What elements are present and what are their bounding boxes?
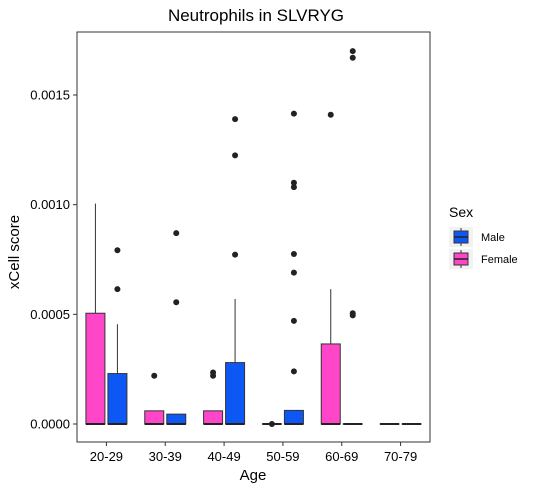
box xyxy=(85,312,106,425)
outlier-point xyxy=(268,421,275,427)
box xyxy=(283,409,304,425)
box-female-20-29 xyxy=(85,203,106,425)
x-tick-label: 70-79 xyxy=(384,449,417,464)
y-tick-label: 0.0010 xyxy=(30,197,70,212)
outlier-point xyxy=(114,247,121,254)
outlier-point xyxy=(290,110,297,117)
x-axis: 20-29 30-39 40-49 50-59 60-69 70-79 xyxy=(90,442,417,464)
outlier-point xyxy=(173,299,180,306)
outlier-point xyxy=(327,111,334,118)
box xyxy=(203,410,224,425)
x-tick-label: 60-69 xyxy=(325,449,358,464)
outlier-point xyxy=(173,230,180,237)
legend: Sex Male Female xyxy=(449,204,518,269)
outlier-point xyxy=(290,251,297,258)
y-axis-title: xCell score xyxy=(6,215,23,289)
outlier-point xyxy=(232,152,239,159)
box-female-50-59 xyxy=(261,421,282,427)
plot-panel xyxy=(76,31,431,443)
box xyxy=(225,362,246,425)
x-tick-label: 30-39 xyxy=(149,449,182,464)
y-tick-label: 0.0005 xyxy=(30,307,70,322)
legend-title: Sex xyxy=(449,204,473,220)
outlier-point xyxy=(349,48,356,55)
box-female-30-39 xyxy=(144,372,165,425)
box-male-30-39 xyxy=(166,230,187,425)
box xyxy=(107,373,128,425)
outlier-point xyxy=(232,251,239,258)
outlier-point xyxy=(349,312,356,319)
legend-label: Male xyxy=(481,232,505,244)
outlier-point xyxy=(290,269,297,276)
box-male-60-69 xyxy=(342,48,363,425)
outlier-point xyxy=(290,317,297,324)
y-tick-label: 0.0015 xyxy=(30,88,70,103)
box-female-60-69 xyxy=(320,111,341,425)
outlier-point xyxy=(290,368,297,375)
legend-label: Female xyxy=(481,254,518,266)
legend-key-female xyxy=(449,249,473,269)
outlier-point xyxy=(114,286,121,293)
x-tick-label: 40-49 xyxy=(207,449,240,464)
legend-key-male xyxy=(449,227,473,247)
y-axis: 0.0000 0.0005 0.0010 0.0015 xyxy=(30,88,77,432)
box-male-20-29 xyxy=(107,247,128,425)
box-male-50-59 xyxy=(283,110,304,425)
box xyxy=(320,343,341,425)
outlier-point xyxy=(290,184,297,191)
box-male-40-49 xyxy=(225,116,246,425)
box-female-40-49 xyxy=(203,369,224,425)
box xyxy=(166,413,187,425)
chart-title: Neutrophils in SLVRYG xyxy=(168,6,344,25)
y-tick-label: 0.0000 xyxy=(30,417,70,432)
boxplots xyxy=(85,48,422,427)
box xyxy=(144,410,165,425)
outlier-point xyxy=(349,54,356,61)
outlier-point xyxy=(290,179,297,186)
outlier-point xyxy=(210,372,217,379)
x-tick-label: 50-59 xyxy=(266,449,299,464)
x-axis-title: Age xyxy=(240,467,267,484)
x-tick-label: 20-29 xyxy=(90,449,123,464)
outlier-point xyxy=(151,372,158,379)
outlier-point xyxy=(232,116,239,123)
